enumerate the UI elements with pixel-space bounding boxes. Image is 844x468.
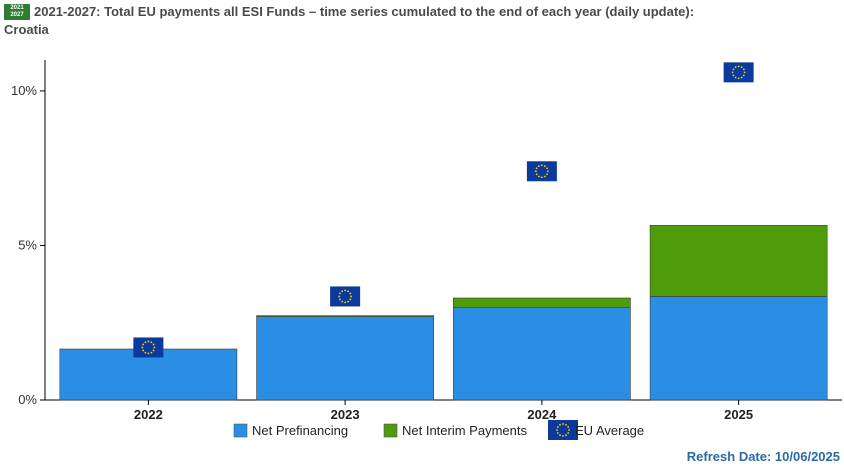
chart-title: 2021-2027: Total EU payments all ESI Fun… <box>34 4 695 19</box>
x-tick-label: 2023 <box>331 407 360 422</box>
y-tick-label: 0% <box>18 392 37 407</box>
eu-average-marker <box>133 337 164 358</box>
chart-subtitle: Croatia <box>4 22 49 37</box>
bar-net-prefinancing <box>649 296 828 401</box>
refresh-date: Refresh Date: 10/06/2025 <box>686 449 840 464</box>
eu-average-marker <box>526 161 557 182</box>
eu-average-marker <box>330 286 361 307</box>
bar-net-prefinancing <box>59 348 238 401</box>
legend-label-net-interim-payments: Net Interim Payments <box>402 423 527 438</box>
legend-swatch-net-prefinancing <box>233 423 248 438</box>
chart-header: 2021 2027 2021-2027: Total EU payments all… <box>4 3 824 39</box>
x-tick-label: 2024 <box>527 407 557 422</box>
legend-label-net-prefinancing: Net Prefinancing <box>252 423 348 438</box>
x-tick-label: 2022 <box>134 407 163 422</box>
bar-net-interim-payments <box>649 225 828 297</box>
bar-net-prefinancing <box>453 306 631 401</box>
legend-swatch-net-interim-payments <box>383 423 398 438</box>
legend-eu-average-icon <box>548 420 578 440</box>
y-tick-label: 5% <box>18 237 37 252</box>
eu-average-marker <box>723 62 754 83</box>
programme-period-badge: 2021 2027 <box>4 4 30 20</box>
bar-net-interim-payments <box>256 315 434 317</box>
x-tick-label: 2025 <box>724 407 753 422</box>
bar-net-prefinancing <box>256 316 434 401</box>
y-tick-label: 10% <box>11 83 37 98</box>
legend-label-eu-average: EU Average <box>575 423 644 438</box>
bar-net-interim-payments <box>453 297 631 308</box>
